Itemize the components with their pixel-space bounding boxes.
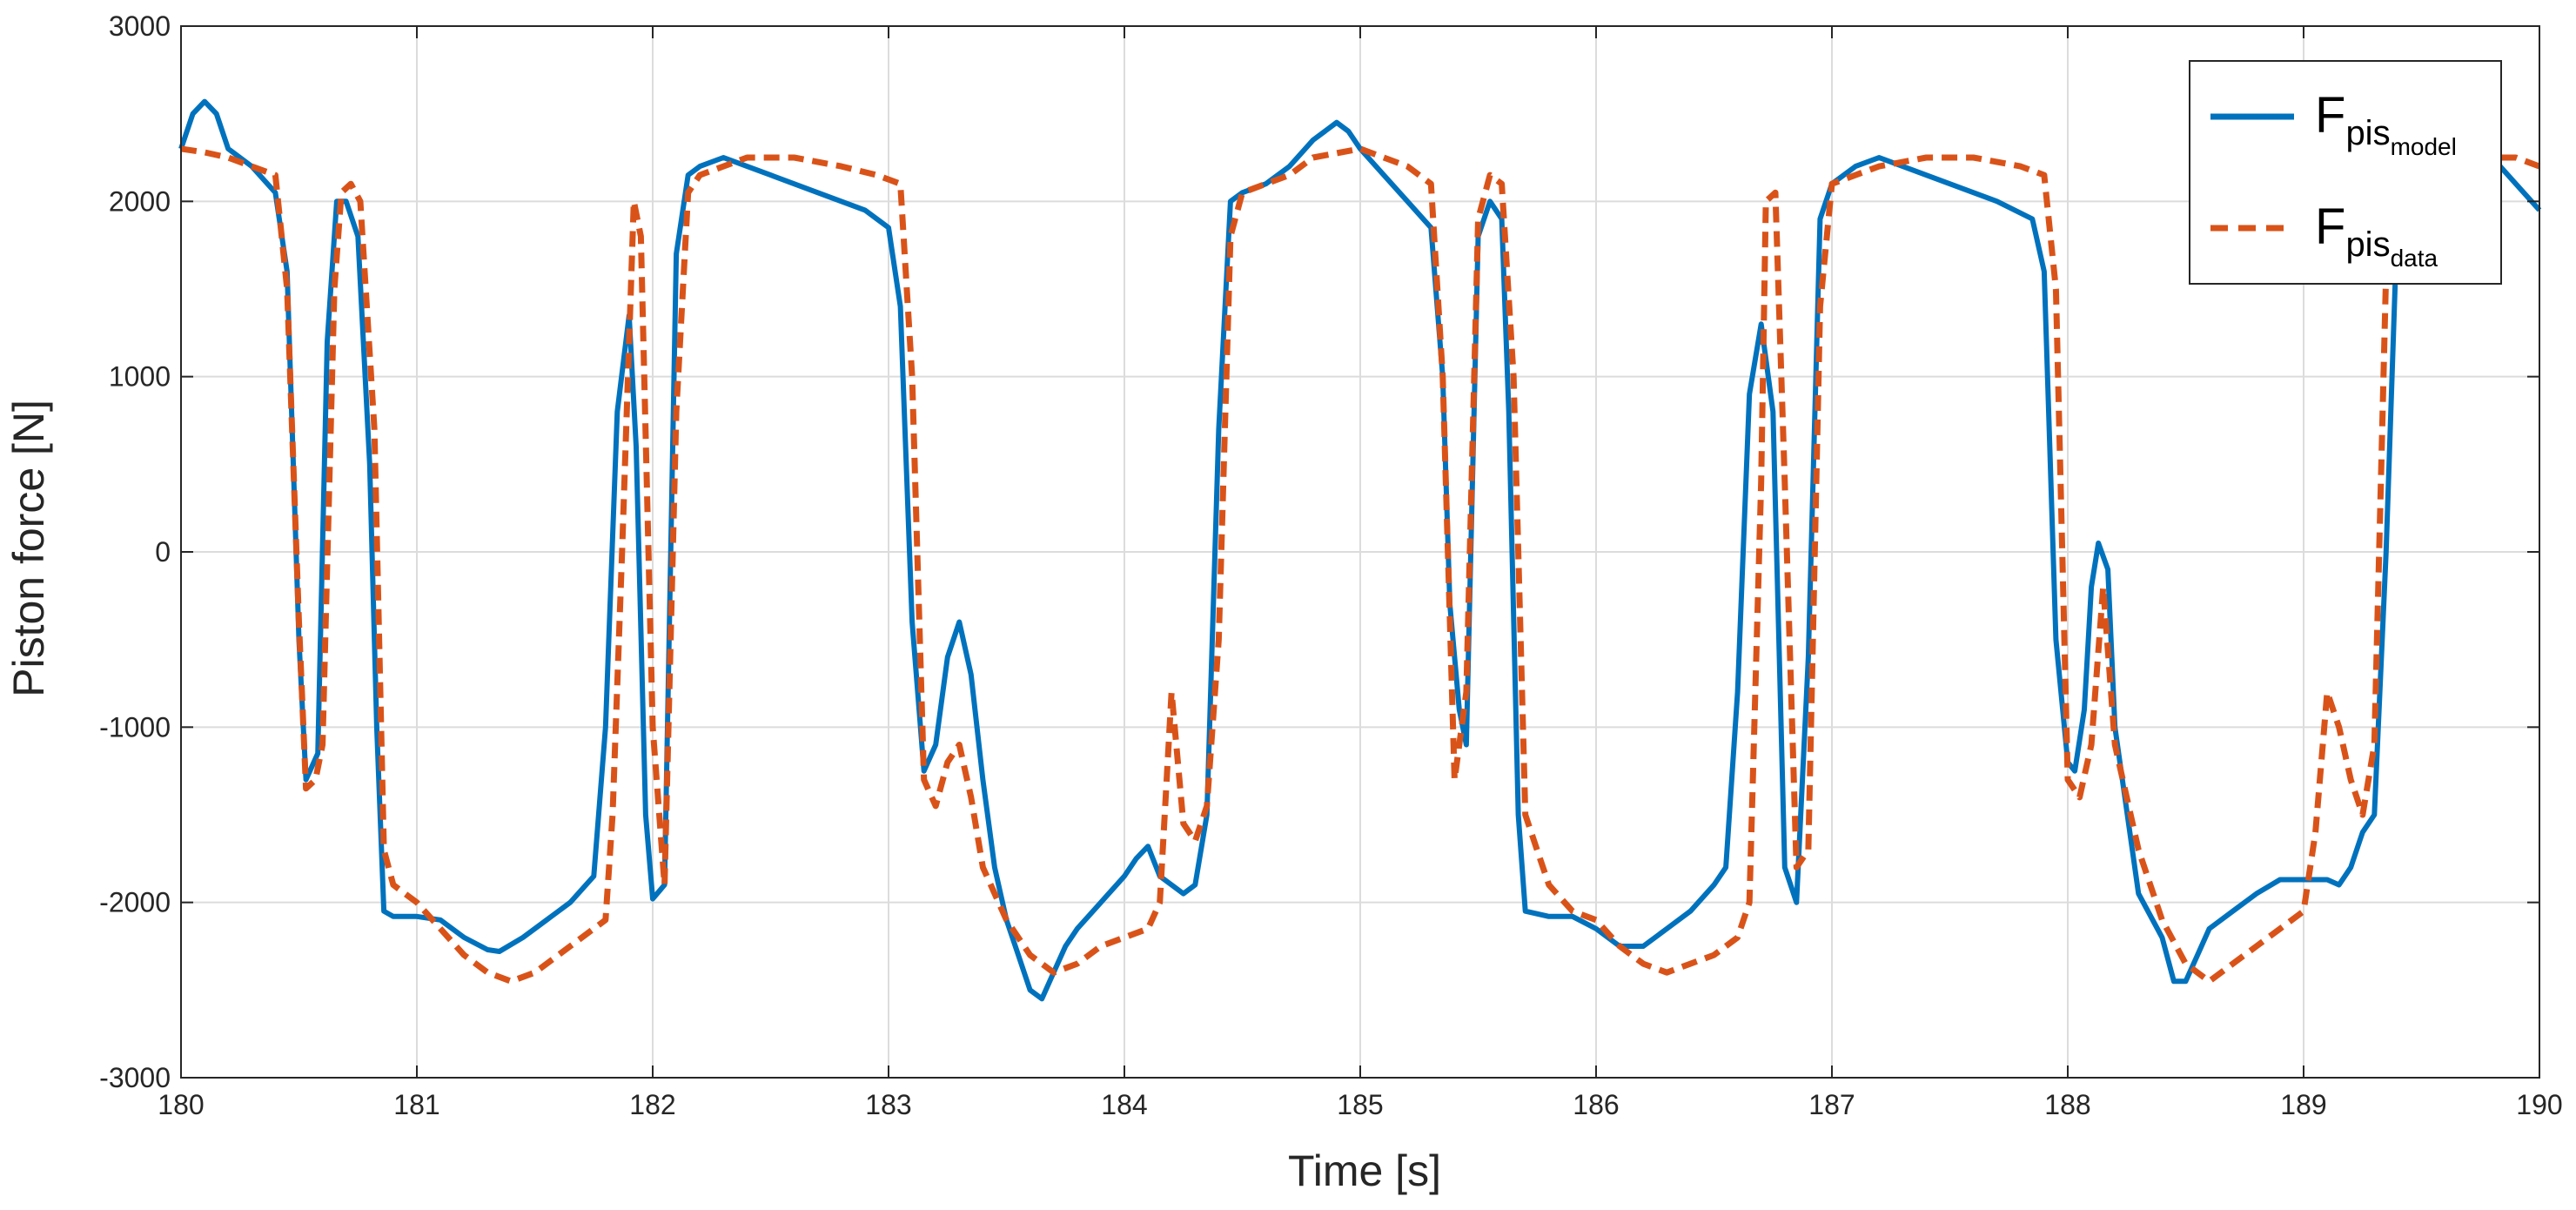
x-tick-label: 188: [2044, 1089, 2090, 1120]
legend-box: [2189, 60, 2502, 285]
x-tick-label: 187: [1808, 1089, 1855, 1120]
x-tick-label: 186: [1573, 1089, 1619, 1120]
x-tick-label: 181: [393, 1089, 439, 1120]
y-tick-label: 1000: [109, 361, 171, 393]
legend: Fpismodel Fpisdata: [2189, 60, 2502, 285]
legend-entry-data: Fpisdata: [2315, 198, 2438, 272]
y-tick-label: 0: [155, 536, 171, 568]
series-layer: [178, 98, 2542, 1002]
y-tick-label: -2000: [99, 887, 171, 918]
x-tick-label: 183: [865, 1089, 911, 1120]
x-axis-label: Time [s]: [1288, 1146, 1441, 1195]
x-tick-label: 185: [1337, 1089, 1383, 1120]
y-tick-label: -1000: [99, 711, 171, 743]
series-line-data: [180, 145, 2541, 985]
x-tick-label: 184: [1101, 1089, 1147, 1120]
tick-marks: [180, 25, 2540, 1079]
x-tick-label: 189: [2280, 1089, 2326, 1120]
y-axis-label: Piston force [N]: [4, 400, 53, 697]
x-tick-label: 190: [2516, 1089, 2562, 1120]
series-line-model: [178, 98, 2542, 1002]
x-tick-label: 182: [629, 1089, 675, 1120]
x-tick-labels: 180 181 182 183 184 185 186 187 188 189 190: [158, 1089, 2562, 1120]
x-tick-label: 180: [158, 1089, 204, 1120]
y-tick-label: 3000: [109, 10, 171, 42]
y-tick-label: 2000: [109, 185, 171, 217]
legend-entry-model: Fpismodel: [2315, 87, 2457, 160]
y-tick-label: -3000: [99, 1062, 171, 1093]
y-tick-labels: 3000 2000 1000 0 -1000 -2000 -3000: [99, 10, 171, 1093]
